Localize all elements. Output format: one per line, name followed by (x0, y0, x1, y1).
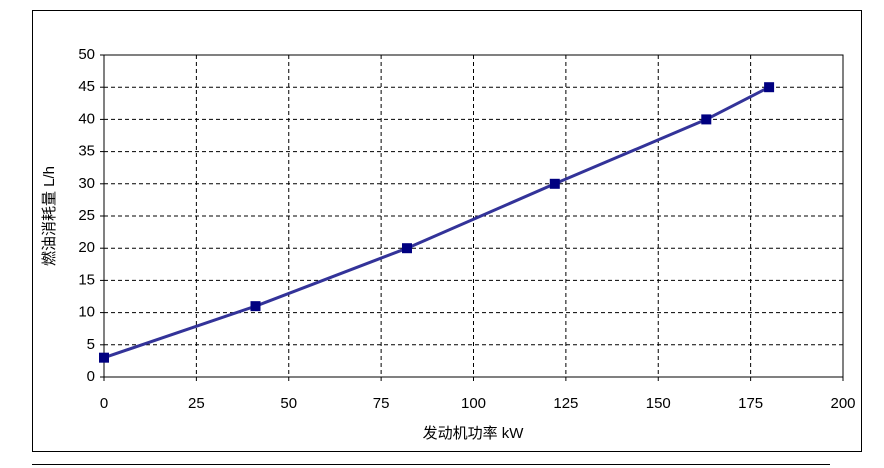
data-line (103, 85, 770, 360)
y-tick-label: 40 (78, 110, 95, 127)
data-marker (701, 114, 712, 125)
y-tick-label: 35 (78, 143, 95, 160)
y-tick-label: 10 (78, 304, 95, 321)
data-marker (549, 178, 560, 189)
x-tick-label: 75 (373, 395, 390, 412)
data-marker (99, 352, 109, 363)
data-marker (250, 301, 261, 312)
y-tick-label: 25 (78, 207, 95, 224)
y-tick-label: 45 (78, 78, 95, 95)
y-axis-label: 燃油消耗量 L/h (40, 166, 58, 266)
x-tick-label: 175 (738, 395, 763, 412)
x-tick-label: 125 (553, 395, 578, 412)
y-tick-label: 50 (78, 46, 95, 63)
x-tick-label: 50 (280, 395, 297, 412)
y-tick-label: 30 (78, 175, 95, 192)
y-tick-label: 15 (78, 271, 95, 288)
y-tick-label: 20 (78, 239, 95, 256)
data-marker (401, 243, 412, 254)
x-tick-label: 25 (188, 395, 205, 412)
y-tick-label: 0 (87, 368, 95, 385)
x-tick-label: 100 (461, 395, 486, 412)
data-marker (764, 82, 775, 93)
x-tick-label: 150 (646, 395, 671, 412)
x-tick-label: 0 (100, 395, 108, 412)
y-tick-label: 5 (87, 336, 95, 353)
x-tick-label: 200 (830, 395, 855, 412)
x-axis-label: 发动机功率 kW (423, 425, 525, 442)
